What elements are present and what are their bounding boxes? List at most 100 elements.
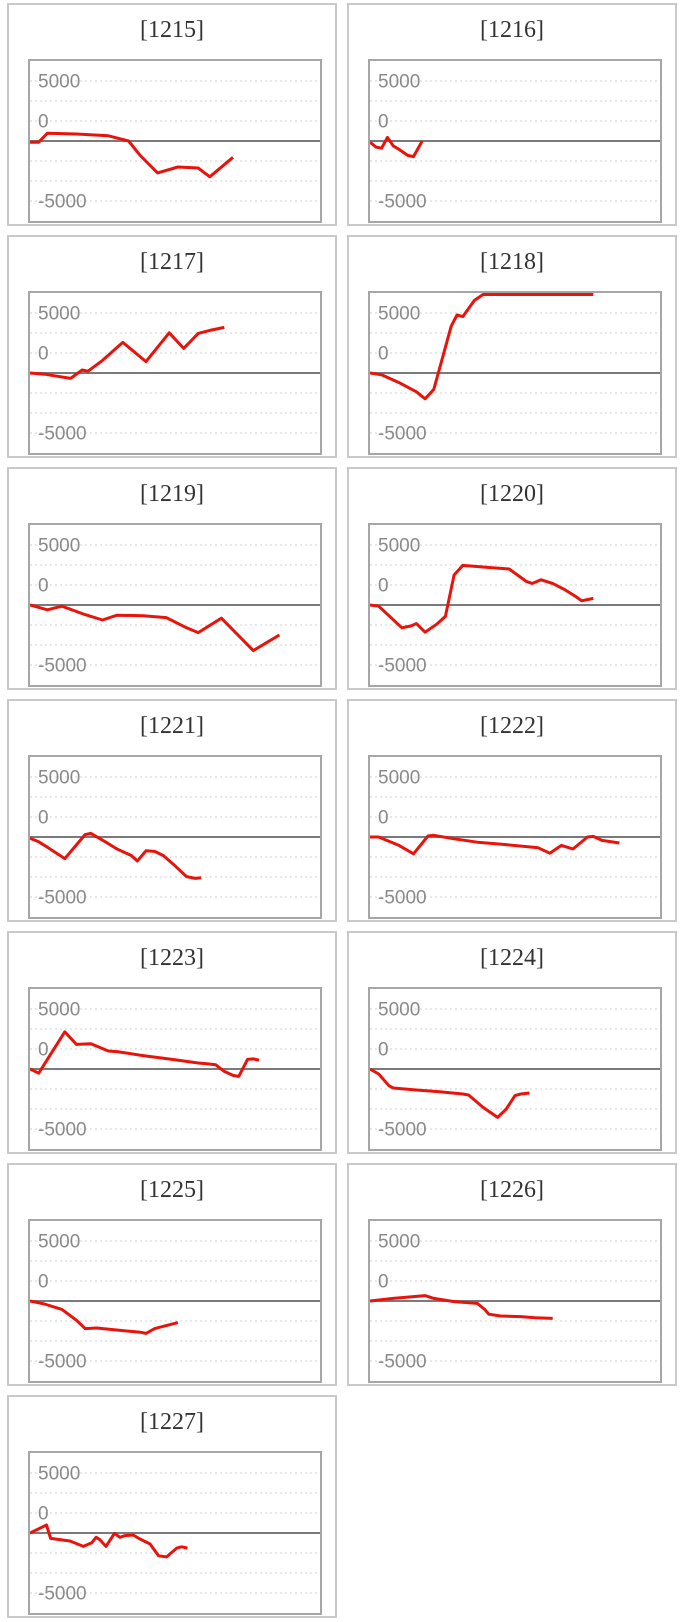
chart-title: [1227] <box>140 1409 204 1435</box>
series-line <box>370 833 620 856</box>
y-axis-label: 0 <box>38 344 49 365</box>
chart-title: [1220] <box>480 481 544 507</box>
line-chart: 5000 0 -5000 <box>30 72 320 213</box>
chart-card: [1224] 5000 0 -5000 <box>347 931 677 1154</box>
chart-plot-area: 5000 0 -5000 <box>368 755 662 919</box>
line-chart: 5000 0 -5000 <box>30 1464 320 1605</box>
line-chart: 5000 0 -5000 <box>370 1000 660 1141</box>
line-chart: 5000 0 -5000 <box>30 1000 320 1141</box>
y-axis-label: 5000 <box>38 1000 80 1021</box>
chart-card: [1226] 5000 0 -5000 <box>347 1163 677 1386</box>
y-axis-label: 5000 <box>378 1232 420 1253</box>
y-axis-label: -5000 <box>378 888 427 909</box>
chart-title: [1224] <box>480 945 544 971</box>
chart-plot-area: 5000 0 -5000 <box>28 59 322 223</box>
chart-card: [1225] 5000 0 -5000 <box>7 1163 337 1386</box>
chart-title: [1222] <box>480 713 544 739</box>
series-line <box>30 831 202 880</box>
chart-title: [1221] <box>140 713 204 739</box>
chart-plot-area: 5000 0 -5000 <box>28 987 322 1151</box>
chart-card: [1216] 5000 0 -5000 <box>347 3 677 226</box>
series-line <box>30 1030 260 1078</box>
y-axis-label: 0 <box>38 112 49 133</box>
y-axis-label: 0 <box>378 576 389 597</box>
y-axis-label: 5000 <box>378 304 420 325</box>
y-axis-label: 5000 <box>38 768 80 789</box>
y-axis-label: -5000 <box>38 1352 87 1373</box>
y-axis-label: -5000 <box>38 1584 87 1605</box>
chart-title: [1218] <box>480 249 544 275</box>
series-line <box>370 1067 530 1119</box>
y-axis-label: 0 <box>378 1272 389 1293</box>
chart-plot-area: 5000 0 -5000 <box>28 755 322 919</box>
series-line <box>30 1299 179 1335</box>
chart-card: [1221] 5000 0 -5000 <box>7 699 337 922</box>
y-axis-label: -5000 <box>38 656 87 677</box>
chart-plot-area: 5000 0 -5000 <box>368 1219 662 1383</box>
series-line <box>30 131 234 179</box>
y-axis-label: 0 <box>378 1040 389 1061</box>
y-axis-label: 5000 <box>378 536 420 557</box>
y-axis-label: 5000 <box>378 72 420 93</box>
chart-card: [1219] 5000 0 -5000 <box>7 467 337 690</box>
chart-card: [1222] 5000 0 -5000 <box>347 699 677 922</box>
y-axis-label: 5000 <box>38 1232 80 1253</box>
line-chart: 5000 0 -5000 <box>370 536 660 677</box>
line-chart: 5000 0 -5000 <box>30 768 320 909</box>
y-axis-label: -5000 <box>38 424 87 445</box>
series-line <box>30 325 225 380</box>
y-axis-label: -5000 <box>38 192 87 213</box>
line-chart: 5000 0 -5000 <box>30 536 320 677</box>
chart-title: [1223] <box>140 945 204 971</box>
chart-title: [1215] <box>140 17 204 43</box>
y-axis-label: 0 <box>378 112 389 133</box>
y-axis-label: 0 <box>38 1504 49 1525</box>
series-line <box>370 293 594 401</box>
chart-plot-area: 5000 0 -5000 <box>368 59 662 223</box>
line-chart: 5000 0 -5000 <box>30 304 320 445</box>
line-chart: 5000 0 -5000 <box>370 1232 660 1373</box>
chart-card: [1215] 5000 0 -5000 <box>7 3 337 226</box>
line-chart: 5000 0 -5000 <box>370 768 660 909</box>
chart-plot-area: 5000 0 -5000 <box>368 291 662 455</box>
y-axis-label: 0 <box>38 808 49 829</box>
y-axis-label: 0 <box>38 1040 49 1061</box>
y-axis-label: 0 <box>378 344 389 365</box>
chart-card: [1218] 5000 0 -5000 <box>347 235 677 458</box>
y-axis-label: 5000 <box>38 72 80 93</box>
chart-plot-area: 5000 0 -5000 <box>28 1219 322 1383</box>
chart-plot-area: 5000 0 -5000 <box>28 523 322 687</box>
line-chart: 5000 0 -5000 <box>370 72 660 213</box>
chart-title: [1225] <box>140 1177 204 1203</box>
series-line <box>370 135 424 159</box>
y-axis-label: 0 <box>38 576 49 597</box>
y-axis-label: -5000 <box>378 656 427 677</box>
y-axis-label: 5000 <box>378 1000 420 1021</box>
chart-title: [1219] <box>140 481 204 507</box>
y-axis-label: 5000 <box>38 304 80 325</box>
chart-plot-area: 5000 0 -5000 <box>28 1451 322 1615</box>
chart-title: [1226] <box>480 1177 544 1203</box>
chart-card: [1220] 5000 0 -5000 <box>347 467 677 690</box>
chart-card: [1217] 5000 0 -5000 <box>7 235 337 458</box>
y-axis-label: 5000 <box>38 536 80 557</box>
y-axis-label: -5000 <box>378 1120 427 1141</box>
chart-card: [1223] 5000 0 -5000 <box>7 931 337 1154</box>
y-axis-label: -5000 <box>378 424 427 445</box>
y-axis-label: 0 <box>38 1272 49 1293</box>
y-axis-label: 0 <box>378 808 389 829</box>
chart-title: [1216] <box>480 17 544 43</box>
y-axis-label: 5000 <box>378 768 420 789</box>
series-line <box>30 603 281 653</box>
chart-plot-area: 5000 0 -5000 <box>368 523 662 687</box>
y-axis-label: 5000 <box>38 1464 80 1485</box>
series-line <box>30 1523 188 1559</box>
chart-plot-area: 5000 0 -5000 <box>28 291 322 455</box>
series-line <box>370 1294 553 1320</box>
chart-card: [1227] 5000 0 -5000 <box>7 1395 337 1618</box>
line-chart: 5000 0 -5000 <box>370 293 660 445</box>
series-line <box>370 563 594 634</box>
y-axis-label: -5000 <box>378 1352 427 1373</box>
chart-plot-area: 5000 0 -5000 <box>368 987 662 1151</box>
